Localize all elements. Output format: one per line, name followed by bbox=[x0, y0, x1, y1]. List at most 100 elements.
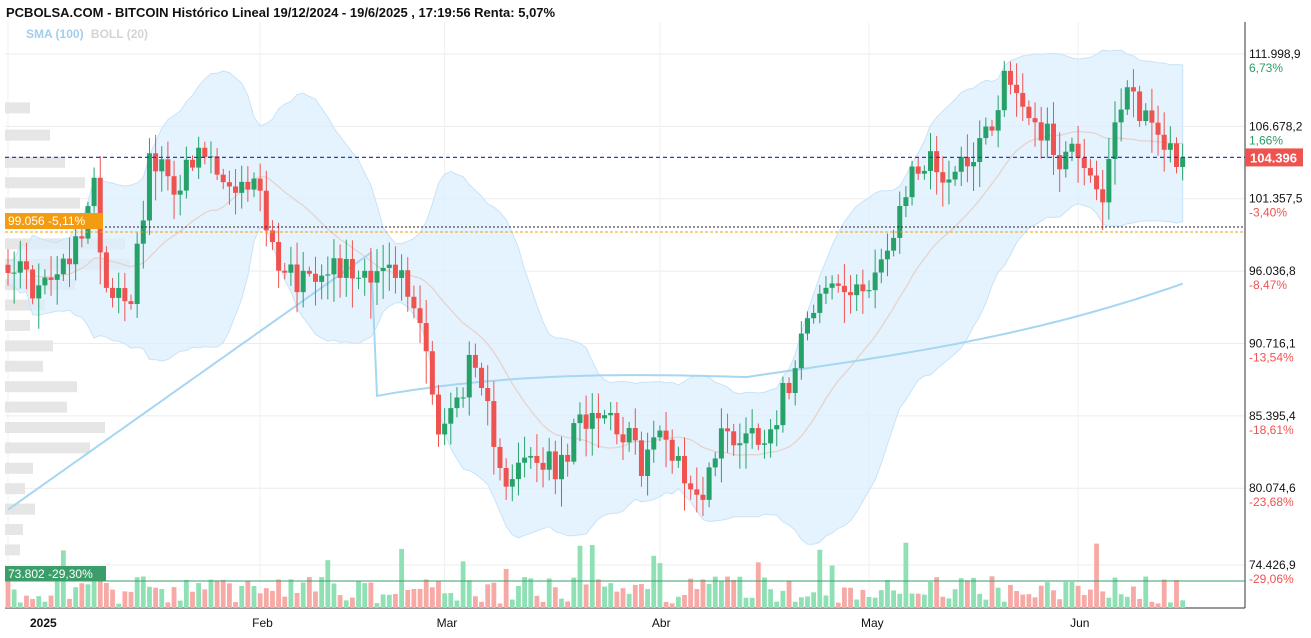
volume-profile-bar bbox=[5, 483, 25, 495]
volume-bar bbox=[1057, 599, 1063, 608]
volume-bar bbox=[946, 598, 952, 608]
price-tick-pct: 6,73% bbox=[1249, 61, 1283, 75]
candle bbox=[466, 354, 472, 398]
candle bbox=[134, 243, 140, 305]
candle bbox=[663, 430, 669, 440]
candle bbox=[288, 264, 294, 273]
volume-bar bbox=[1044, 582, 1050, 608]
candle bbox=[872, 272, 878, 291]
candle bbox=[509, 479, 515, 487]
candle bbox=[269, 230, 275, 243]
candle bbox=[1106, 159, 1112, 203]
candle bbox=[638, 440, 644, 477]
volume-bar bbox=[1008, 584, 1013, 608]
candle bbox=[331, 258, 337, 275]
boll-legend[interactable]: BOLL (20) bbox=[90, 27, 149, 41]
volume-bar bbox=[380, 594, 386, 608]
candle bbox=[1143, 110, 1149, 122]
volume-bar bbox=[602, 586, 607, 608]
candle bbox=[177, 190, 183, 195]
price-tick-label: 96.036,8 bbox=[1249, 264, 1296, 278]
volume-bar bbox=[5, 581, 11, 608]
volume-bar bbox=[571, 577, 577, 608]
volume-bar bbox=[442, 593, 448, 608]
price-tick-label: 85.395,4 bbox=[1249, 409, 1296, 423]
candle bbox=[399, 270, 405, 278]
volume-bar bbox=[719, 581, 724, 608]
candle bbox=[669, 439, 675, 461]
volume-bar bbox=[448, 593, 454, 608]
candle bbox=[608, 412, 614, 416]
candle bbox=[1087, 168, 1093, 176]
candle bbox=[67, 258, 72, 265]
candle bbox=[1069, 143, 1075, 152]
candle bbox=[1081, 157, 1087, 169]
candle bbox=[866, 290, 872, 292]
volume-bar bbox=[842, 587, 847, 608]
volume-bar bbox=[429, 587, 435, 608]
candle bbox=[694, 489, 700, 495]
volume-bar bbox=[565, 601, 571, 608]
candle bbox=[1026, 106, 1032, 119]
candle bbox=[417, 308, 423, 324]
candle bbox=[595, 412, 601, 419]
candle bbox=[626, 427, 632, 443]
volume-profile-bar bbox=[5, 524, 23, 536]
volume-bar bbox=[386, 594, 392, 608]
volume-bar bbox=[405, 589, 411, 608]
volume-bar bbox=[909, 593, 915, 608]
volume-bar bbox=[337, 595, 343, 608]
volume-bar bbox=[147, 586, 152, 608]
date-tick-label: Mar bbox=[437, 616, 458, 630]
price-tick-pct: -3,40% bbox=[1249, 206, 1287, 220]
volume-bar bbox=[872, 597, 878, 608]
volume-bar bbox=[626, 593, 632, 608]
candle bbox=[1149, 110, 1155, 123]
candle bbox=[362, 270, 368, 278]
volume-bar bbox=[368, 582, 374, 608]
volume-bar bbox=[171, 587, 177, 608]
candle bbox=[239, 181, 245, 193]
candle bbox=[768, 429, 774, 444]
candle bbox=[897, 206, 903, 238]
candle bbox=[940, 172, 946, 183]
volume-bar bbox=[977, 593, 983, 608]
candle bbox=[559, 454, 564, 480]
volume-bar bbox=[989, 576, 995, 608]
candle bbox=[946, 179, 952, 183]
candle bbox=[1137, 91, 1143, 122]
volume-bar bbox=[1143, 576, 1149, 608]
candle bbox=[11, 272, 17, 274]
candle bbox=[1007, 70, 1013, 85]
volume-bar bbox=[104, 583, 109, 608]
candle bbox=[325, 274, 331, 276]
volume-bar bbox=[1088, 589, 1093, 608]
candle bbox=[140, 220, 146, 244]
volume-bar bbox=[829, 565, 835, 608]
candle bbox=[829, 283, 835, 288]
volume-bar bbox=[85, 584, 91, 608]
candle bbox=[540, 462, 546, 470]
candle bbox=[1174, 143, 1179, 167]
candle bbox=[17, 261, 23, 273]
candle bbox=[817, 293, 823, 313]
volume-bar bbox=[1038, 585, 1044, 608]
last-price-tag bbox=[1245, 148, 1303, 167]
candle bbox=[103, 252, 109, 288]
sma-legend[interactable]: SMA (100) bbox=[26, 27, 84, 41]
volume-profile-bar bbox=[5, 129, 50, 141]
volume-bar bbox=[17, 602, 23, 608]
chart-title: PCBOLSA.COM - BITCOIN Histórico Lineal 1… bbox=[6, 5, 556, 20]
candle bbox=[878, 259, 884, 273]
volume-bar bbox=[116, 603, 122, 608]
volume-bar bbox=[294, 593, 300, 608]
candle bbox=[233, 186, 239, 193]
candle bbox=[952, 171, 958, 180]
candle bbox=[921, 170, 927, 174]
candle bbox=[73, 236, 79, 265]
ref-label-green-bg bbox=[5, 566, 106, 581]
candle bbox=[196, 147, 202, 168]
volume-bar bbox=[288, 579, 294, 608]
candle bbox=[823, 287, 829, 294]
